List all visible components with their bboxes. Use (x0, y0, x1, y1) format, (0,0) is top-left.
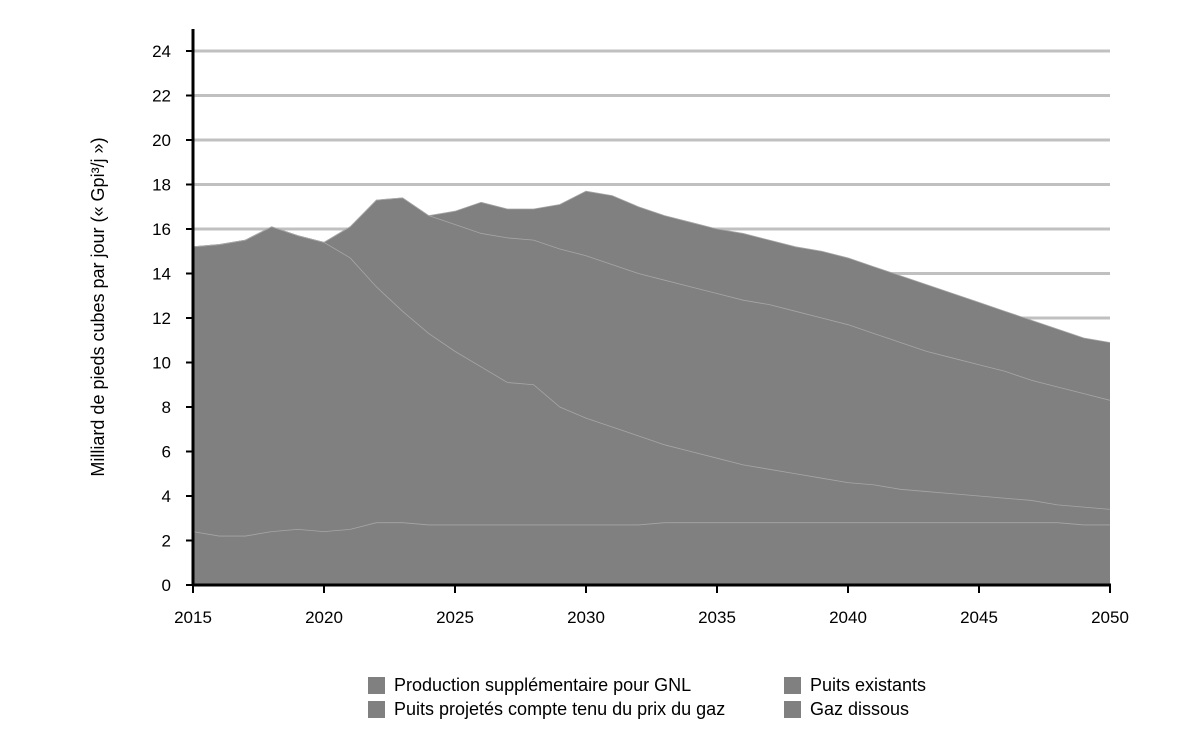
legend-label: Production supplémentaire pour GNL (394, 675, 692, 695)
legend-label: Puits existants (810, 675, 927, 695)
x-tick-label: 2015 (174, 608, 212, 627)
x-tick-labels: 2015 2020 2025 2030 2035 2040 2045 2050 (174, 608, 1129, 627)
legend-swatch (784, 677, 801, 694)
legend-swatch (368, 677, 385, 694)
x-tick-label: 2025 (436, 608, 474, 627)
area-series (193, 191, 1110, 586)
legend-item-gnl: Production supplémentaire pour GNL (368, 675, 691, 696)
y-tick-label: 2 (162, 532, 171, 551)
legend-label: Puits projetés compte tenu du prix du ga… (394, 699, 726, 719)
series-line-1 (192, 226, 1111, 510)
legend-swatch (368, 701, 385, 718)
y-tick-label: 20 (152, 131, 171, 150)
y-tick-label: 4 (162, 487, 171, 506)
x-tick-label: 2035 (698, 608, 736, 627)
y-tick-label: 12 (152, 309, 171, 328)
y-tick-label: 8 (162, 398, 171, 417)
x-tick-label: 2020 (305, 608, 343, 627)
legend-label: Gaz dissous (810, 699, 910, 719)
x-tick-label: 2050 (1091, 608, 1129, 627)
axes (186, 29, 1111, 593)
legend-item-projected-wells: Puits projetés compte tenu du prix du ga… (368, 699, 725, 720)
y-tick-label: 24 (152, 42, 171, 61)
y-tick-label: 18 (152, 176, 171, 195)
y-axis-label: Milliard de pieds cubes par jour (« Gpi³… (88, 137, 108, 476)
series-line-3 (192, 522, 1110, 537)
x-tick-label: 2040 (829, 608, 867, 627)
legend-item-existing-wells: Puits existants (784, 675, 926, 696)
y-tick-label: 14 (152, 265, 171, 284)
y-tick-label: 10 (152, 354, 171, 373)
x-tick-label: 2030 (567, 608, 605, 627)
y-tick-label: 22 (152, 87, 171, 106)
y-tick-label: 0 (162, 576, 171, 595)
stacked-area-fill (193, 191, 1110, 586)
legend-swatch (784, 701, 801, 718)
series-line-2 (192, 197, 1111, 401)
y-tick-label: 6 (162, 443, 171, 462)
y-tick-label: 16 (152, 220, 171, 239)
series-boundaries (192, 190, 1111, 537)
legend-item-dissolved-gas: Gaz dissous (784, 699, 909, 720)
x-tick-label: 2045 (960, 608, 998, 627)
